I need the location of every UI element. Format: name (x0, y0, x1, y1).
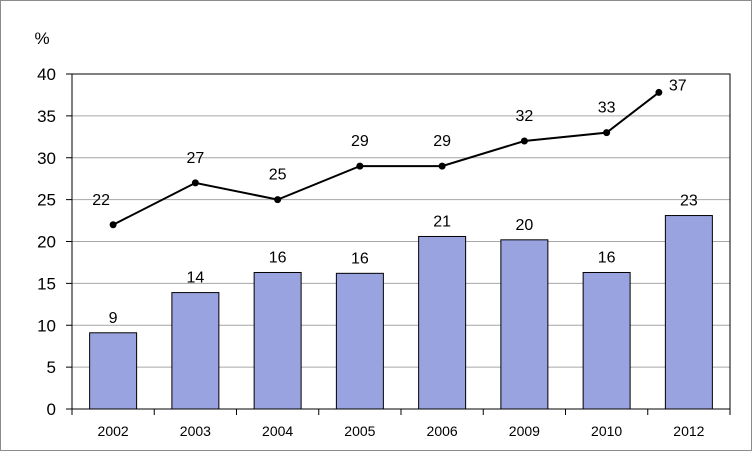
bar-2012 (664, 215, 713, 410)
line-point-2004 (274, 196, 282, 204)
x-tick-label-2006: 2006 (427, 423, 458, 439)
line-data-label-2002: 22 (92, 192, 110, 209)
bar-2006 (418, 235, 467, 410)
x-tick-label-2009: 2009 (509, 423, 540, 439)
bar-data-label-2004: 16 (269, 249, 287, 266)
y-tick-label-25: 25 (37, 191, 56, 210)
y-tick-label-40: 40 (37, 65, 56, 84)
y-tick-label-35: 35 (37, 107, 56, 126)
bar-data-label-2006: 21 (433, 213, 451, 230)
line-data-label-2010: 33 (598, 100, 616, 117)
bar-2010 (582, 271, 631, 410)
y-tick-label-10: 10 (37, 316, 56, 335)
x-tick-label-2004: 2004 (262, 423, 293, 439)
gridlines (72, 73, 730, 368)
labels: 0 5 10 15 20 25 30 35 40 9 14 16 16 21 20 16 23 2002 2003 2… (37, 65, 705, 439)
bar-data-label-2009: 20 (515, 217, 533, 234)
line-data-label-2004: 25 (269, 167, 287, 184)
line-point-2003 (191, 179, 199, 187)
x-tick-label-2010: 2010 (591, 423, 622, 439)
axes (66, 73, 731, 415)
bar-2004 (253, 271, 302, 410)
y-axis-unit-label: % (34, 29, 49, 48)
bar-2009 (500, 239, 549, 410)
y-tick-label-30: 30 (37, 149, 56, 168)
x-tick-label-2012: 2012 (673, 423, 704, 439)
y-tick-label-15: 15 (37, 274, 56, 293)
line-series-path (112, 91, 660, 226)
bar-2005 (335, 272, 384, 410)
bar-series (89, 215, 713, 410)
line-point-2010 (603, 129, 611, 137)
line-data-label-2005: 29 (351, 133, 369, 150)
y-tick-label-0: 0 (47, 400, 56, 419)
bar-data-label-2003: 14 (186, 270, 204, 287)
bar-2003 (171, 292, 220, 410)
x-tick-label-2002: 2002 (98, 423, 129, 439)
line-data-label-2006: 29 (433, 133, 451, 150)
line-series (109, 88, 663, 229)
line-data-label-2009: 32 (515, 108, 533, 125)
line-point-2002 (109, 221, 117, 229)
bar-data-label-2012: 23 (680, 193, 698, 210)
x-tick-label-2005: 2005 (344, 423, 375, 439)
bar-2002 (89, 332, 138, 410)
line-point-2005 (356, 162, 364, 170)
line-point-2012 (655, 88, 663, 96)
line-data-label-2003: 27 (186, 150, 204, 167)
bar-data-label-2002: 9 (109, 310, 118, 327)
line-point-2006 (438, 162, 446, 170)
y-tick-label-5: 5 (47, 358, 56, 377)
y-tick-label-20: 20 (37, 233, 56, 252)
line-point-2009 (520, 137, 528, 145)
bar-data-label-2005: 16 (351, 250, 369, 267)
line-data-label-2012: 37 (669, 77, 687, 94)
bar-data-label-2010: 16 (598, 249, 616, 266)
x-tick-label-2003: 2003 (180, 423, 211, 439)
